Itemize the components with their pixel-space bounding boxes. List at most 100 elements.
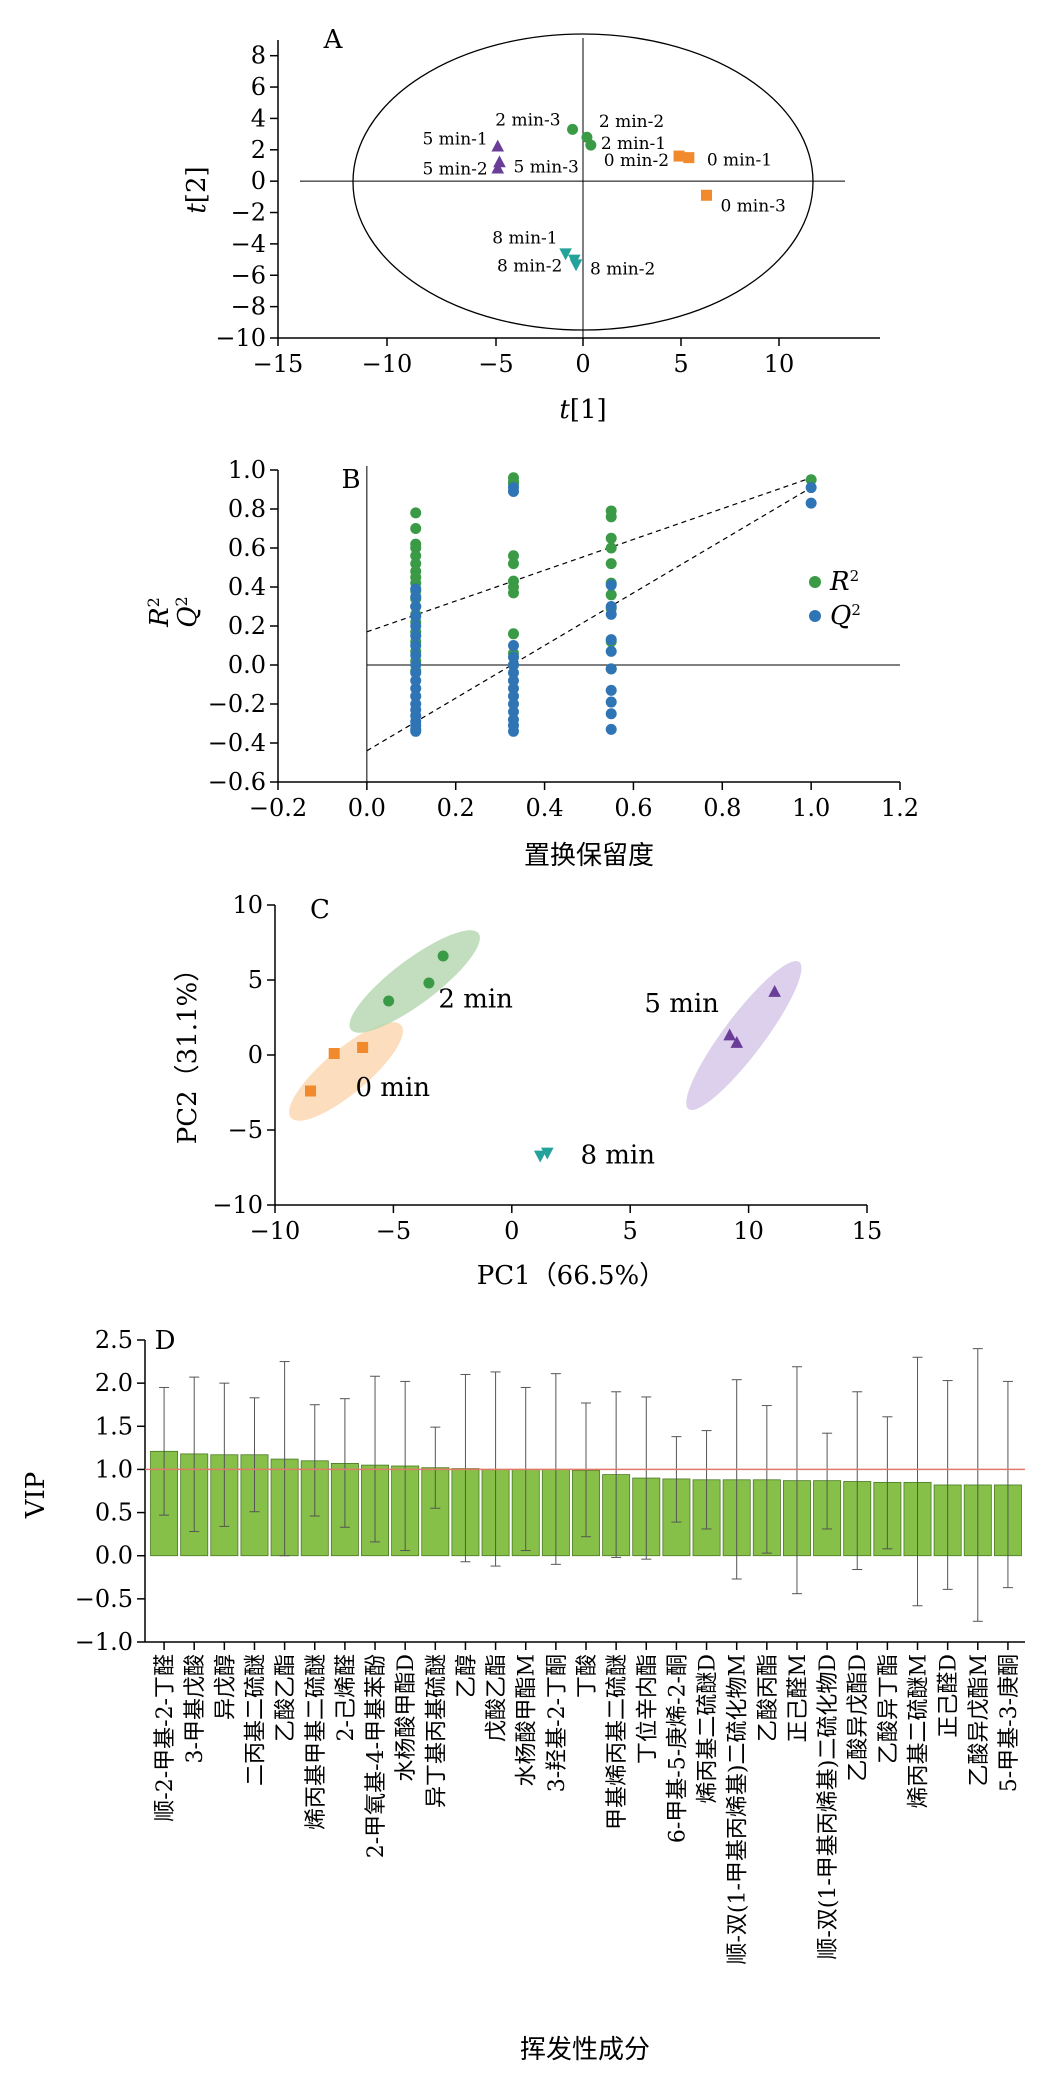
panel-d-category-label: 甲基烯丙基二硫醚 <box>605 1654 630 1830</box>
panel-d-y-label: VIP <box>21 1472 51 1520</box>
panel-b-q2-point <box>410 649 422 661</box>
panel-b-legend-marker <box>809 610 821 622</box>
panel-d-y-tick-label: −1.0 <box>75 1628 133 1656</box>
panel-d-category-label: 6-甲基-5-庚烯-2-酮 <box>665 1654 690 1843</box>
panel-b-x-tick-label: 0.0 <box>348 794 386 822</box>
panel-b-r2-point <box>507 587 519 599</box>
panel-d-category-label: 戊酸乙酯 <box>485 1654 510 1742</box>
panel-b-q2-point <box>805 497 817 509</box>
panel-b-q2-point <box>605 601 617 612</box>
panel-b-q2-point <box>410 630 422 642</box>
panel-b-q2-point <box>410 682 422 694</box>
panel-a-point-label: 5 min-1 <box>422 130 487 150</box>
panel-a-point-label: 2 min-2 <box>599 112 664 132</box>
panel-b-y-tick-label: −0.6 <box>208 768 266 796</box>
panel-b-y-label-r2: R2 <box>144 597 176 628</box>
panel-a-letter: A <box>323 25 344 55</box>
panel-c-y-tick-label: −5 <box>228 1116 263 1144</box>
panel-b-y-tick-label: 0.6 <box>228 534 266 562</box>
panel-a-point-0-min-2 <box>673 150 685 162</box>
panel-b-q2-point <box>605 684 617 696</box>
panel-a-point-label: 2 min-3 <box>495 110 560 130</box>
panel-b-y-tick-label: 0.4 <box>228 573 266 601</box>
panel-c-point-8min <box>541 1147 554 1160</box>
panel-b-q2-point <box>507 698 519 710</box>
panel-c-group-label: 2 min <box>438 985 513 1015</box>
panel-b-q2-point <box>410 667 422 679</box>
panel-b-r2-point <box>605 558 617 570</box>
panel-c-y-tick-label: 5 <box>248 966 263 994</box>
panel-a-y-tick-label: 0 <box>251 167 266 195</box>
panel-d-category-label: 水杨酸甲酯M <box>515 1654 540 1787</box>
panel-b-r2-point <box>605 589 617 601</box>
panel-a-point-label: 8 min-1 <box>492 228 557 248</box>
panel-b-y-tick-label: −0.4 <box>208 729 266 757</box>
panel-a-x-tick-label: −5 <box>478 350 513 378</box>
panel-b-x-label: 置换保留度 <box>524 841 654 871</box>
panel-b-q2-point <box>507 675 519 687</box>
panel-a-point-2-min-2 <box>581 131 593 143</box>
panel-d-category-label: 顺-双(1-甲基丙烯基)二硫化物D <box>816 1654 841 1960</box>
panel-b-x-tick-label: 0.6 <box>614 794 652 822</box>
panel-b-r2-point <box>410 542 422 554</box>
panel-c-x-label: PC1（66.5%） <box>477 1261 666 1291</box>
panel-b-r2-point <box>410 558 422 570</box>
panel-d-category-label: 乙酸乙酯 <box>274 1654 299 1742</box>
panel-b-r2-point <box>605 511 617 523</box>
panel-a-x-tick-label: 0 <box>575 350 590 378</box>
panel-b-q2-point <box>507 640 519 651</box>
panel-b-q2-point <box>507 659 519 671</box>
panel-a-point-5-min-2 <box>491 161 505 174</box>
panel-b-legend-label: R2 <box>829 567 859 597</box>
panel-a-y-tick-label: −8 <box>231 293 266 321</box>
panel-b-q2-point <box>410 583 422 595</box>
panel-a-confidence-ellipse <box>352 33 814 331</box>
panel-b-q2-point <box>507 725 519 737</box>
panel-c-point-5min <box>723 1028 736 1041</box>
panel-c-x-tick-label: 0 <box>504 1217 519 1245</box>
panel-c-x-tick-label: −10 <box>250 1217 301 1245</box>
panel-a-point-0-min-1 <box>683 152 695 164</box>
panel-b-x-tick-label: 1.2 <box>881 794 919 822</box>
panel-a-point-label: 2 min-1 <box>601 134 666 154</box>
panel-b-q2-point <box>605 645 617 657</box>
panel-b-q2-point <box>507 667 519 679</box>
panel-d-category-label: 2-甲氧基-4-甲基苯酚 <box>364 1654 389 1858</box>
panel-b-q2-point <box>507 485 519 497</box>
panel-d-category-label: 3-甲基戊酸 <box>183 1654 208 1763</box>
panel-a-y-tick-label: 8 <box>251 42 266 70</box>
panel-c-point-2min <box>423 977 435 989</box>
panel-b-y-tick-label: −0.2 <box>208 690 266 718</box>
panel-a-point-0-min-3 <box>700 189 712 201</box>
panel-b-q2-point <box>410 610 422 622</box>
panel-a-y-tick-label: −2 <box>231 199 266 227</box>
panel-b-x-tick-label: 0.4 <box>525 794 563 822</box>
panel-d-y-tick-label: 2.5 <box>95 1326 133 1354</box>
panel-d-category-label: 烯丙基二硫醚D <box>696 1654 721 1804</box>
panel-a-x-tick-label: −15 <box>253 350 304 378</box>
panel-b-r2-point <box>805 474 817 486</box>
panel-a-x-tick-label: −10 <box>362 350 413 378</box>
panel-a-y-tick-label: −4 <box>231 230 266 258</box>
panel-b-r2-point <box>507 628 519 640</box>
panel-d-category-label: 丁酸 <box>575 1654 600 1698</box>
panel-b-q2-point <box>410 591 422 603</box>
panel-c-group-label: 8 min <box>580 1141 655 1171</box>
panel-d-category-label: 异戊醇 <box>213 1654 238 1720</box>
panel-d-category-label: 丁位辛内酯 <box>635 1654 660 1764</box>
panel-c-group-label: 5 min <box>644 989 719 1019</box>
panel-a-y-tick-label: 2 <box>251 136 266 164</box>
panel-d-y-tick-label: −0.5 <box>75 1585 133 1613</box>
panel-d-category-label: 正己醛M <box>786 1654 811 1743</box>
panel-c-point-0min <box>328 1048 340 1059</box>
panel-a-point-label: 8 min-2 <box>590 259 655 279</box>
panel-c-x-tick-label: −5 <box>376 1217 411 1245</box>
panel-c-x-tick-label: 10 <box>733 1217 764 1245</box>
panel-a-point-label: 5 min-3 <box>513 157 578 177</box>
panel-b-y-label-q2: Q2 <box>172 596 204 628</box>
panel-d-y-tick-label: 2.0 <box>95 1369 133 1397</box>
panel-b-r2-point <box>507 558 519 570</box>
panel-c-ellipse-2min <box>349 930 480 1033</box>
panel-d-category-label: 乙酸异丁酯 <box>876 1654 901 1764</box>
panel-c-point-5min <box>730 1036 744 1048</box>
